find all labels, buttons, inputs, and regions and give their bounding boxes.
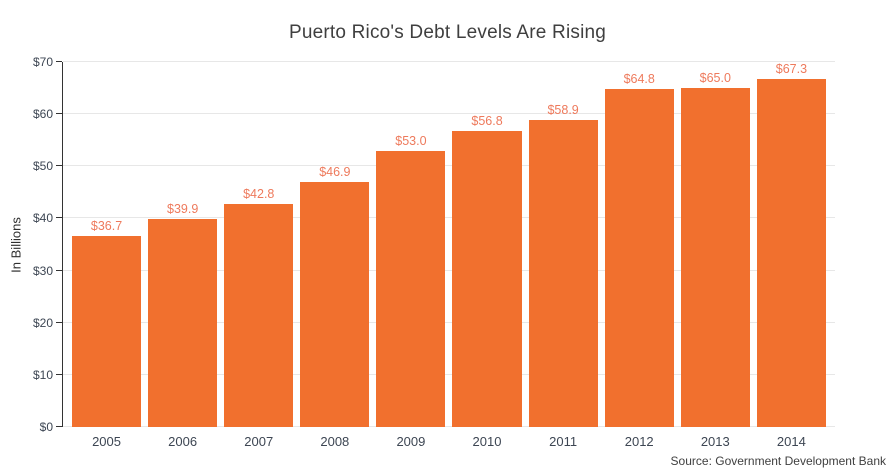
y-tick-mark bbox=[56, 321, 62, 323]
bar-group: $39.9 2006 bbox=[148, 62, 218, 449]
y-tick-label: $50 bbox=[32, 159, 53, 174]
bar-value-label: $67.3 bbox=[775, 62, 808, 76]
bar bbox=[756, 79, 826, 427]
y-tick-mark bbox=[56, 61, 62, 62]
bar-value-label: $65.0 bbox=[699, 71, 731, 86]
grid-line bbox=[63, 113, 835, 115]
bar bbox=[376, 150, 446, 427]
bar-group: $58.9 2011 bbox=[528, 62, 598, 449]
bar bbox=[604, 89, 674, 427]
y-tick-mark bbox=[56, 165, 62, 167]
bar-group: $65.0 2013 bbox=[680, 62, 750, 449]
bar-value-label: $58.9 bbox=[547, 102, 579, 117]
bar-group: $42.8 2007 bbox=[224, 62, 294, 449]
y-tick-label: $60 bbox=[32, 107, 53, 122]
x-tick-label: 2007 bbox=[244, 434, 274, 449]
bar-group: $53.0 2009 bbox=[376, 62, 446, 449]
y-tick-label: $10 bbox=[32, 367, 53, 382]
y-tick-label: $70 bbox=[32, 55, 53, 69]
bar bbox=[224, 203, 294, 427]
x-tick-label: 2011 bbox=[549, 434, 578, 449]
x-tick-label: 2010 bbox=[472, 434, 502, 449]
bar-value-label: $53.0 bbox=[395, 133, 427, 148]
bars-layer: $36.7 2005 $39.9 2006 $42.8 2007 $46.9 2008 $53.… bbox=[63, 62, 835, 449]
bar bbox=[680, 88, 750, 427]
grid-line bbox=[63, 217, 835, 219]
grid-line bbox=[63, 373, 835, 375]
y-axis-title: In Billions bbox=[8, 217, 24, 273]
y-tick-mark bbox=[56, 113, 62, 115]
bar bbox=[452, 130, 522, 427]
grid-line bbox=[63, 321, 835, 323]
bar-value-label: $64.8 bbox=[623, 72, 655, 87]
bar bbox=[148, 218, 218, 427]
x-tick-label: 2009 bbox=[396, 434, 426, 449]
chart-title: Puerto Rico's Debt Levels Are Rising bbox=[288, 22, 607, 43]
bar-value-label: $36.7 bbox=[90, 218, 123, 233]
y-tick-mark bbox=[56, 269, 62, 271]
bar-group: $36.7 2005 bbox=[72, 62, 142, 449]
x-tick-label: 2014 bbox=[776, 434, 806, 449]
y-tick-mark bbox=[56, 217, 62, 219]
bar bbox=[72, 235, 142, 427]
y-tick-label: $0 bbox=[39, 420, 53, 434]
x-tick-label: 2006 bbox=[168, 434, 198, 449]
y-tick-label: $40 bbox=[32, 211, 53, 226]
bar-value-label: $39.9 bbox=[167, 201, 199, 216]
grid-line bbox=[63, 61, 835, 62]
y-tick-mark bbox=[56, 426, 62, 427]
bar bbox=[300, 182, 370, 427]
x-tick-label: 2013 bbox=[700, 434, 730, 449]
source-credit: Source: Government Development Bank bbox=[670, 454, 886, 468]
x-tick-label: 2005 bbox=[92, 434, 121, 449]
y-tick-label: $20 bbox=[32, 315, 53, 330]
bar-value-label: $42.8 bbox=[243, 186, 275, 201]
grid-line bbox=[63, 426, 835, 427]
grid-layer: $0 $10 $20 $30 $40 $50 $60 $70 bbox=[33, 55, 835, 434]
x-tick-label: 2012 bbox=[624, 434, 654, 449]
y-tick-label: $30 bbox=[32, 263, 53, 278]
grid-line bbox=[63, 269, 835, 271]
grid-line bbox=[63, 165, 835, 167]
bar-group: $56.8 2010 bbox=[452, 62, 522, 449]
bar-value-label: $46.9 bbox=[319, 165, 351, 180]
bar-group: $64.8 2012 bbox=[604, 62, 674, 449]
bar-value-label: $56.8 bbox=[471, 113, 503, 128]
bar bbox=[528, 119, 598, 427]
y-tick-mark bbox=[56, 373, 62, 375]
bar-group: $46.9 2008 bbox=[300, 62, 370, 449]
x-tick-label: 2008 bbox=[320, 434, 350, 449]
bar-group: $67.3 2014 bbox=[756, 62, 826, 449]
plot-area: $0 $10 $20 $30 $40 $50 $60 $70 $36.7 2005 $39.9 20… bbox=[33, 55, 835, 449]
